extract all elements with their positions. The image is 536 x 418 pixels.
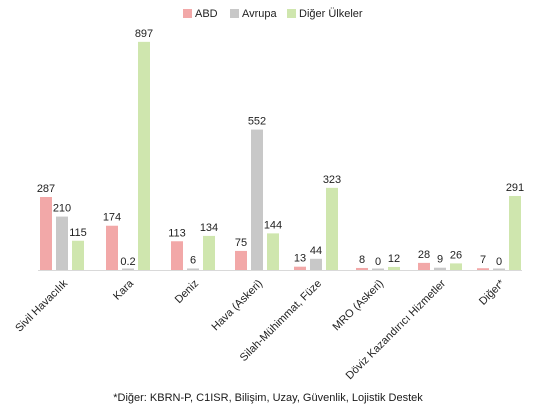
data-label: 0.2 bbox=[120, 256, 135, 268]
bar bbox=[203, 235, 215, 270]
legend-label: ABD bbox=[195, 8, 218, 20]
data-label: 115 bbox=[69, 227, 87, 239]
bar bbox=[267, 233, 279, 270]
bar bbox=[310, 258, 322, 270]
data-label: 144 bbox=[264, 219, 282, 231]
bar bbox=[122, 268, 134, 270]
data-label: 9 bbox=[437, 254, 443, 266]
bar bbox=[187, 268, 199, 270]
bar bbox=[171, 241, 183, 270]
data-label: 291 bbox=[506, 182, 524, 194]
bar bbox=[372, 268, 384, 270]
data-label: 113 bbox=[168, 227, 186, 239]
data-label: 12 bbox=[388, 253, 400, 265]
bar bbox=[418, 262, 430, 270]
data-label: 8 bbox=[359, 254, 365, 266]
data-label: 174 bbox=[103, 212, 121, 224]
bar bbox=[434, 267, 446, 270]
data-label: 210 bbox=[53, 203, 71, 215]
data-label: 13 bbox=[294, 253, 306, 265]
bar bbox=[40, 197, 52, 270]
data-label: 323 bbox=[323, 174, 341, 186]
bar bbox=[56, 216, 68, 270]
data-label: 6 bbox=[190, 254, 196, 266]
x-tick-label: Deniz bbox=[173, 278, 201, 306]
data-label: 552 bbox=[248, 116, 266, 128]
footnote: *Diğer: KBRN-P, C1ISR, Bilişim, Uzay, Gü… bbox=[113, 392, 423, 404]
legend-swatch bbox=[230, 9, 239, 18]
data-label: 134 bbox=[200, 222, 218, 234]
data-label: 0 bbox=[496, 256, 502, 268]
data-label: 28 bbox=[418, 249, 430, 261]
bar bbox=[493, 268, 505, 270]
x-tick-label: Sivil Havacılık bbox=[13, 277, 70, 334]
bar bbox=[388, 266, 400, 270]
x-tick-label: Kara bbox=[111, 277, 137, 303]
data-label: 26 bbox=[450, 249, 462, 261]
bar bbox=[509, 195, 521, 270]
data-label: 0 bbox=[375, 256, 381, 268]
bar bbox=[106, 225, 118, 270]
data-label: 44 bbox=[310, 245, 322, 257]
x-tick-label: Diğer* bbox=[477, 277, 508, 308]
legend-swatch bbox=[287, 9, 296, 18]
bar bbox=[294, 266, 306, 270]
x-tick-label: MRO (Askeri) bbox=[331, 278, 387, 334]
bar bbox=[356, 267, 368, 270]
legend-label: Diğer Ülkeler bbox=[299, 8, 363, 20]
bar bbox=[72, 240, 84, 270]
data-label: 287 bbox=[37, 183, 55, 195]
data-label: 75 bbox=[235, 237, 247, 249]
data-label: 7 bbox=[480, 254, 486, 266]
bar bbox=[450, 263, 462, 270]
bar bbox=[326, 187, 338, 270]
bar bbox=[477, 268, 489, 270]
legend-label: Avrupa bbox=[242, 8, 278, 20]
data-label: 897 bbox=[135, 28, 153, 40]
x-tick-label: Döviz Kazandırıcı Hizmetler bbox=[344, 277, 449, 382]
bar bbox=[138, 41, 150, 270]
x-tick-label: Hava (Askeri) bbox=[210, 278, 266, 334]
bar bbox=[251, 129, 263, 270]
legend-swatch bbox=[183, 9, 192, 18]
bar bbox=[235, 250, 247, 270]
